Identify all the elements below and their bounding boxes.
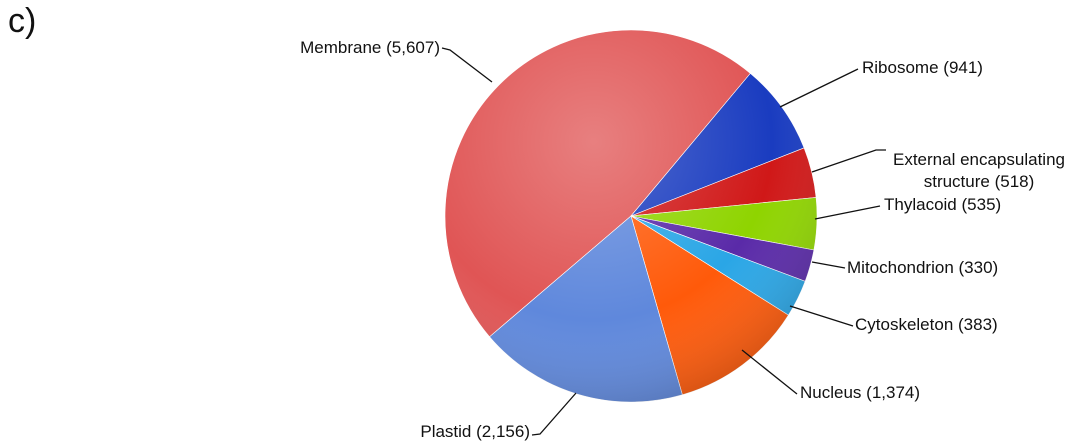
leader-line <box>811 261 846 269</box>
value-label: (383) <box>958 315 998 334</box>
value-label: (518) <box>994 172 1035 191</box>
panel-label: c) <box>8 2 37 40</box>
slice-label: Cytoskeleton (383) <box>855 314 998 336</box>
leader-line <box>814 205 881 220</box>
category-name: Nucleus <box>800 383 862 402</box>
value-label: (1,374) <box>866 383 921 402</box>
value-label: (330) <box>958 258 999 277</box>
slice-label: Nucleus (1,374) <box>800 382 920 404</box>
slice-label: External encapsulating structure (518) <box>884 149 1074 193</box>
category-name: Cytoskeleton <box>855 315 954 334</box>
slice-label: Mitochondrion (330) <box>847 257 998 279</box>
slice-label: Thylacoid (535) <box>884 194 1001 216</box>
value-label: (535) <box>961 195 1002 214</box>
category-name: Plastid <box>420 422 472 441</box>
category-name: Membrane <box>300 38 382 57</box>
slice-label: Membrane (5,607) <box>300 37 440 59</box>
leader-line <box>741 349 798 395</box>
leader-line <box>779 68 859 108</box>
leader-line <box>811 149 886 173</box>
value-label: (2,156) <box>476 422 530 441</box>
slice-label: Plastid (2,156) <box>420 421 530 442</box>
category-name: Mitochondrion <box>847 258 954 277</box>
leader-line <box>441 47 493 83</box>
category-name: Ribosome <box>862 58 939 77</box>
category-name: External encapsulating structure <box>892 150 1065 191</box>
value-label: (941) <box>943 58 983 77</box>
leader-line <box>789 305 854 327</box>
value-label: (5,607) <box>386 38 440 57</box>
leader-line <box>531 392 577 436</box>
slice-label: Ribosome (941) <box>862 57 983 79</box>
category-name: Thylacoid <box>884 195 957 214</box>
